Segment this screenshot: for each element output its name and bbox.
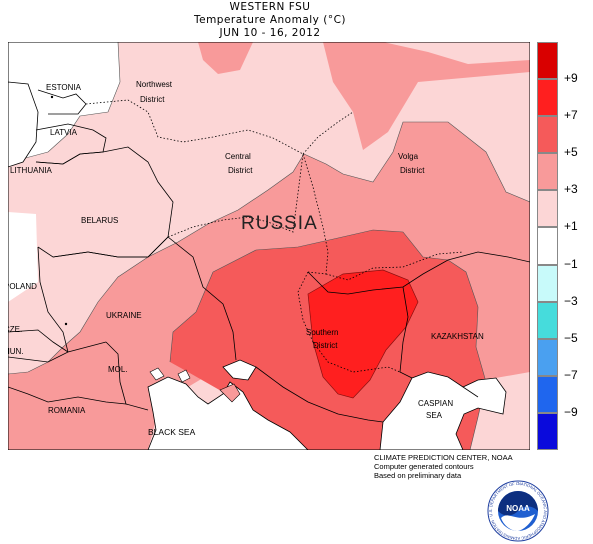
label-kazakhstan: KAZAKHSTAN	[431, 332, 484, 341]
label-volga: Volga	[398, 152, 419, 161]
legend-swatch	[537, 264, 558, 302]
anomaly-map: Northwest District Central District Volg…	[8, 42, 530, 450]
label-cze: CZE.	[8, 325, 22, 334]
caspian-sea	[379, 371, 507, 450]
title-line-1: WESTERN FSU	[229, 1, 311, 13]
anomaly-zone-plus1-ne	[383, 42, 530, 64]
legend-tick-label: +7	[564, 108, 578, 123]
credit-line-2: Computer generated contours	[374, 462, 474, 471]
legend-tick-label: −5	[564, 330, 578, 345]
anomaly-zone-plus3-north	[198, 42, 253, 74]
legend-tick-label: +5	[564, 145, 578, 160]
legend-swatch	[537, 116, 558, 154]
sea-of-azov	[222, 359, 257, 381]
noaa-logo-text: NOAA	[506, 504, 530, 513]
noaa-logo: NOAA NATIONAL OCEANIC AND ATMOSPHERIC AD…	[487, 480, 549, 542]
label-central: Central	[225, 152, 251, 161]
legend-swatch	[537, 412, 558, 450]
label-district-v: District	[400, 166, 425, 175]
legend-tick-label: +1	[564, 219, 578, 234]
legend-swatch	[537, 301, 558, 339]
label-district-c: District	[228, 166, 253, 175]
label-belarus: BELARUS	[81, 216, 118, 225]
label-lithuania: LITHUANIA	[10, 166, 52, 175]
title-line-3: JUN 10 - 16, 2012	[219, 27, 321, 39]
black-sea	[147, 376, 309, 450]
anomaly-zone-neutral-w	[8, 212, 38, 302]
baltic-sea	[8, 81, 39, 168]
credit-line-1: CLIMATE PREDICTION CENTER, NOAA	[374, 453, 513, 462]
legend-tick-label: −7	[564, 367, 578, 382]
legend-tick-label: −9	[564, 404, 578, 419]
label-hun: HUN.	[8, 347, 24, 356]
label-district-s: District	[313, 341, 338, 350]
label-district-nw: District	[140, 95, 165, 104]
legend-swatch	[537, 338, 558, 376]
label-ukraine: UKRAINE	[106, 311, 142, 320]
anomaly-zone-plus3-ne	[323, 42, 530, 150]
label-russia: RUSSIA	[241, 213, 318, 234]
crimea	[219, 383, 241, 403]
label-mol: MOL.	[108, 365, 128, 374]
legend-tick-label: +3	[564, 182, 578, 197]
label-poland: POLAND	[8, 282, 37, 291]
legend-swatch	[537, 375, 558, 413]
legend-tick-label: +9	[564, 71, 578, 86]
anomaly-zone-plus7	[307, 269, 419, 399]
label-latvia: LATVIA	[50, 128, 78, 137]
legend-swatch	[537, 79, 558, 117]
label-southern: Southern	[306, 328, 338, 337]
legend-tick-label: −1	[564, 256, 578, 271]
legend-swatch	[537, 153, 558, 191]
title-line-2: Temperature Anomaly (°C)	[193, 14, 347, 26]
color-legend: +9 +7 +5 +3 +1 −1 −3 −5 −7 −9	[537, 42, 593, 450]
label-sea: SEA	[426, 411, 443, 420]
legend-swatch	[537, 190, 558, 228]
label-romania: ROMANIA	[48, 406, 86, 415]
label-black-sea: BLACK SEA	[148, 427, 196, 437]
credit-line-3: Based on preliminary data	[374, 471, 462, 480]
legend-swatch	[537, 42, 558, 80]
label-caspian: CASPIAN	[418, 399, 453, 408]
legend-swatch	[537, 227, 558, 265]
label-estonia: ESTONIA	[46, 83, 82, 92]
legend-tick-label: −3	[564, 293, 578, 308]
label-northwest: Northwest	[136, 80, 173, 89]
